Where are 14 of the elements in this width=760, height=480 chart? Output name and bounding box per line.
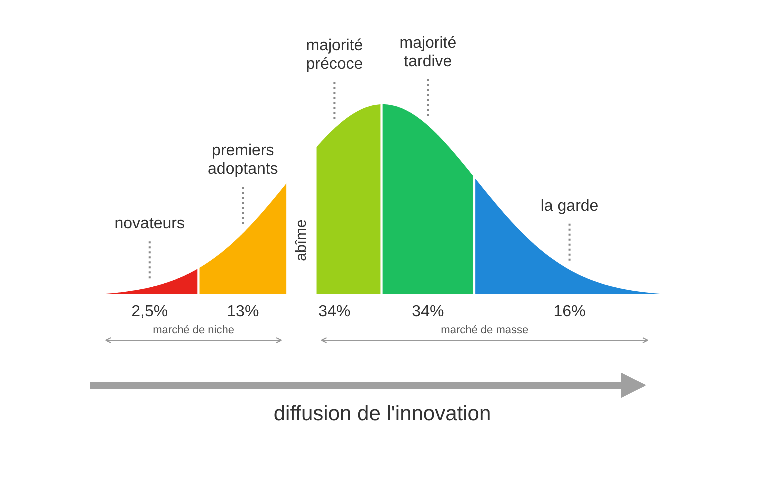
data-label: 13% [227,304,260,320]
category-label: majorité tardive [400,34,457,70]
data-label: 16% [554,304,586,320]
category-label: la garde [540,198,599,215]
category-label: majorité précoce [306,38,364,74]
category-label: premiers adoptants [208,142,278,178]
text: marché de masse [441,324,529,336]
data-label: 2,5% [132,304,168,320]
text: abîme [293,220,310,262]
text: diffusion de l'innovation [274,402,492,426]
data-label: 34% [412,304,444,320]
category-label: novateurs [114,216,186,233]
data-label: 34% [318,304,351,320]
text: marché de niche [153,324,234,336]
